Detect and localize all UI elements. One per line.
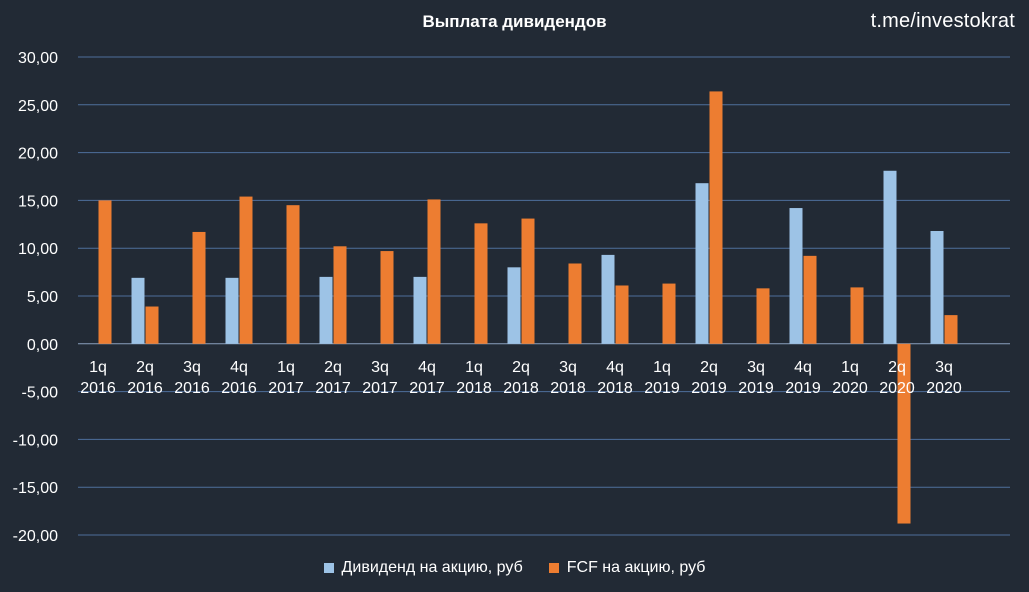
legend-item-fcf: FCF на акцию, руб (548, 559, 706, 577)
x-tick-label: 2017 (362, 380, 398, 397)
x-tick-label: 2q (700, 359, 718, 376)
y-tick-label: 30,00 (18, 50, 58, 67)
legend-swatch-fcf (548, 563, 559, 573)
bar-dividend (789, 208, 803, 344)
x-tick-label: 3q (935, 359, 953, 376)
legend-item-dividend: Дивиденд на акцию, руб (323, 559, 523, 577)
x-tick-label: 2016 (127, 380, 163, 397)
bar-dividend (695, 183, 709, 344)
x-tick-label: 2020 (879, 380, 915, 397)
x-tick-label: 2016 (221, 380, 257, 397)
x-tick-label: 1q (841, 359, 859, 376)
bar-fcf (474, 223, 488, 344)
x-tick-label: 2020 (832, 380, 868, 397)
bar-fcf (427, 199, 441, 344)
bar-dividend (930, 230, 944, 344)
bar-fcf (850, 287, 864, 344)
bar-fcf (239, 196, 253, 344)
x-tick-label: 2016 (80, 380, 116, 397)
watermark: t.me/investokrat (870, 10, 1015, 32)
x-tick-label: 4q (606, 359, 624, 376)
x-tick-label: 2017 (268, 380, 304, 397)
x-tick-label: 2018 (597, 380, 633, 397)
y-tick-label: 15,00 (18, 193, 58, 210)
x-tick-label: 2018 (456, 380, 492, 397)
y-tick-label: 20,00 (18, 146, 58, 163)
x-tick-label: 2017 (409, 380, 445, 397)
bar-fcf (756, 288, 770, 344)
bar-fcf (145, 306, 159, 344)
bar-fcf (568, 263, 582, 344)
x-tick-label: 2019 (644, 380, 680, 397)
x-tick-label: 2019 (691, 380, 727, 397)
legend-swatch-dividend (323, 563, 334, 573)
bar-fcf (98, 200, 112, 344)
legend-label-dividend: Дивиденд на акцию, руб (341, 559, 523, 576)
bar-dividend (507, 267, 521, 344)
bar-fcf (192, 231, 206, 344)
x-axis-ticks: 1q 2016 2q 2016 3q 2016 4q 2016 1q 2017 2q 2017 3q 20… (80, 359, 962, 397)
chart-title: Выплата дивидендов (422, 12, 607, 31)
x-tick-label: 3q (371, 359, 389, 376)
y-tick-label: -5,00 (22, 385, 59, 402)
x-tick-label: 2016 (174, 380, 210, 397)
x-tick-label: 1q (277, 359, 295, 376)
x-tick-label: 2018 (550, 380, 586, 397)
bar-fcf (803, 255, 817, 344)
x-tick-label: 1q (653, 359, 671, 376)
x-tick-label: 4q (418, 359, 436, 376)
y-tick-label: 10,00 (18, 241, 58, 258)
x-tick-label: 2q (324, 359, 342, 376)
x-tick-label: 2018 (503, 380, 539, 397)
x-tick-label: 2q (136, 359, 154, 376)
bars-layer (98, 91, 958, 524)
legend: Дивиденд на акцию, руб FCF на акцию, руб (0, 559, 1029, 577)
x-tick-label: 4q (794, 359, 812, 376)
bar-fcf (944, 315, 958, 344)
bar-dividend (601, 254, 615, 344)
y-tick-label: 5,00 (27, 289, 58, 306)
bar-dividend (131, 277, 145, 344)
bar-fcf (521, 218, 535, 344)
y-tick-label: -10,00 (13, 432, 58, 449)
bar-dividend (319, 276, 333, 344)
grid-layer (78, 56, 1010, 536)
bar-dividend (413, 276, 427, 344)
y-tick-label: 25,00 (18, 98, 58, 115)
x-tick-label: 4q (230, 359, 248, 376)
x-tick-label: 3q (559, 359, 577, 376)
bar-fcf (333, 246, 347, 344)
x-tick-label: 2q (512, 359, 530, 376)
x-tick-label: 2q (888, 359, 906, 376)
x-tick-label: 2017 (315, 380, 351, 397)
bar-fcf (662, 283, 676, 344)
bar-dividend (883, 170, 897, 344)
bar-fcf (897, 343, 911, 524)
y-tick-label: 0,00 (27, 337, 58, 354)
bar-fcf (615, 285, 629, 344)
x-tick-label: 1q (465, 359, 483, 376)
bar-fcf (380, 251, 394, 344)
y-axis-ticks: 30,00 25,00 20,00 15,00 10,00 5,00 0,00 -5,00 -1… (13, 50, 58, 545)
bar-dividend (225, 277, 239, 344)
x-tick-label: 2019 (738, 380, 774, 397)
x-tick-label: 3q (183, 359, 201, 376)
x-tick-label: 3q (747, 359, 765, 376)
bar-fcf (286, 205, 300, 344)
bar-fcf (709, 91, 723, 344)
x-tick-label: 2019 (785, 380, 821, 397)
x-tick-label: 2020 (926, 380, 962, 397)
x-tick-label: 1q (89, 359, 107, 376)
y-tick-label: -20,00 (13, 528, 58, 545)
legend-label-fcf: FCF на акцию, руб (566, 559, 706, 576)
y-tick-label: -15,00 (13, 480, 58, 497)
